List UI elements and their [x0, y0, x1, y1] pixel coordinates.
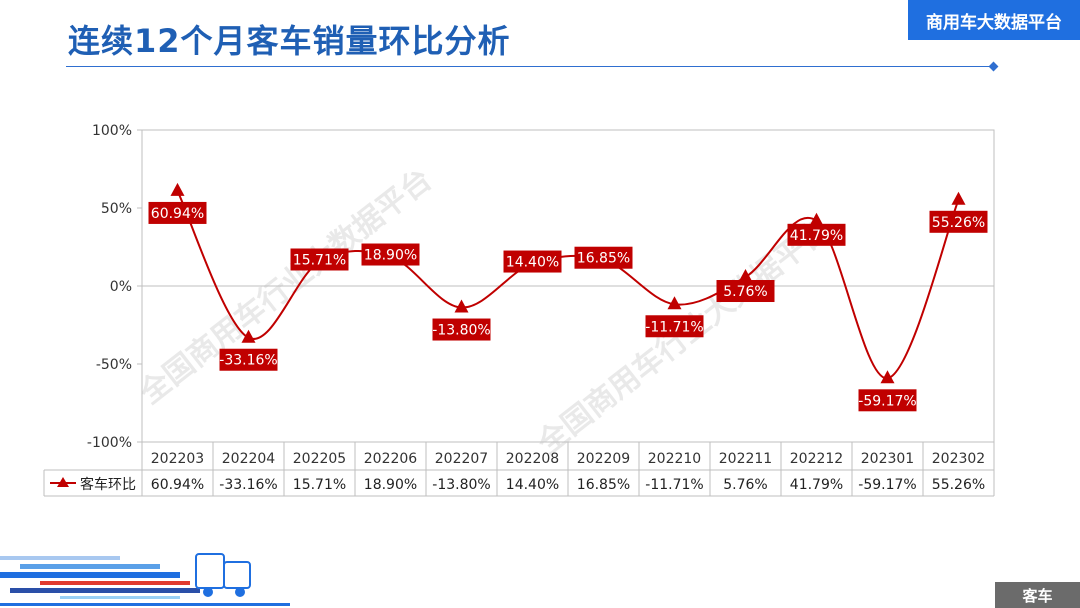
data-label-box	[148, 201, 207, 224]
data-label: 5.76%	[723, 284, 767, 300]
data-point	[454, 299, 469, 313]
x-tick-label: 202203	[151, 451, 204, 467]
x-tick-label: 202204	[222, 451, 276, 467]
table-cell: 15.71%	[293, 477, 346, 493]
data-point	[951, 191, 966, 205]
data-point	[241, 329, 256, 343]
data-label-box	[503, 250, 562, 273]
data-label: -33.16%	[219, 353, 277, 369]
table-cell: 55.26%	[932, 477, 985, 493]
x-tick-label: 202211	[719, 451, 772, 467]
y-tick-label: 0%	[110, 279, 132, 295]
data-label: 55.26%	[932, 215, 985, 231]
table-cell: 18.90%	[364, 477, 417, 493]
data-label-box	[574, 246, 633, 269]
x-tick-label: 202301	[861, 451, 914, 467]
data-point	[667, 296, 682, 310]
data-label: -13.80%	[432, 323, 490, 339]
data-label: -59.17%	[858, 393, 916, 409]
data-label-box	[645, 315, 704, 338]
y-tick-label: -50%	[96, 357, 132, 373]
x-tick-label: 202205	[293, 451, 346, 467]
brand-badge: 商用车大数据平台	[908, 0, 1080, 40]
y-tick-label: 100%	[92, 123, 132, 139]
data-label-box	[219, 348, 278, 371]
y-tick-label: -100%	[87, 435, 132, 451]
table-cell: 41.79%	[790, 477, 843, 493]
table-cell: 14.40%	[506, 477, 559, 493]
data-point	[809, 212, 824, 226]
data-label: 15.71%	[293, 252, 346, 268]
data-label-box	[929, 210, 988, 233]
data-label-box	[787, 223, 846, 246]
x-tick-label: 202302	[932, 451, 985, 467]
data-point	[880, 370, 895, 384]
watermark-text: 全国商用车行业大数据平台	[133, 162, 439, 412]
title-rule	[66, 66, 994, 67]
axis-layer: 100% 50% 0% -50% -100%	[87, 123, 995, 451]
watermarks: 全国商用车行业大数据平台 全国商用车行业大数据平台	[133, 162, 837, 462]
x-tick-label: 202207	[435, 451, 488, 467]
x-tick-label: 202212	[790, 451, 843, 467]
table-cell: -13.80%	[432, 477, 490, 493]
table-cell: -59.17%	[858, 477, 916, 493]
data-point	[170, 182, 185, 196]
table-cell: 60.94%	[151, 477, 204, 493]
y-tick-label: 50%	[101, 201, 132, 217]
data-label-box	[290, 248, 349, 271]
series-layer: 60.94% -33.16% 15.71% 18.90% -13.80% 14.40% 16…	[148, 182, 988, 412]
category-tag: 客车	[995, 582, 1080, 608]
truck-illustration	[0, 553, 290, 606]
legend-label: 客车环比	[80, 476, 136, 493]
data-label-box	[432, 318, 491, 341]
table-cell: -11.71%	[645, 477, 703, 493]
page-title: 连续12个月客车销量环比分析	[68, 22, 511, 60]
data-label-box	[716, 280, 775, 303]
x-tick-label: 202210	[648, 451, 701, 467]
data-label: 14.40%	[506, 255, 559, 271]
legend-marker	[57, 477, 69, 487]
data-label: 41.79%	[790, 228, 843, 244]
data-point	[738, 269, 753, 283]
data-label-box	[361, 243, 420, 266]
data-label: -11.71%	[645, 319, 703, 335]
data-label: 18.90%	[364, 248, 417, 264]
data-label: 16.85%	[577, 251, 630, 267]
data-label: 60.94%	[151, 206, 204, 222]
table-cell: 5.76%	[723, 477, 767, 493]
x-tick-label: 202208	[506, 451, 559, 467]
table-cell: -33.16%	[219, 477, 277, 493]
data-table: 202203 60.94% 202204 -33.16% 202205 15.71% 202…	[43, 442, 995, 497]
x-tick-label: 202206	[364, 451, 418, 467]
data-label-box	[858, 389, 917, 412]
table-cell: 16.85%	[577, 477, 630, 493]
x-tick-label: 202209	[577, 451, 630, 467]
